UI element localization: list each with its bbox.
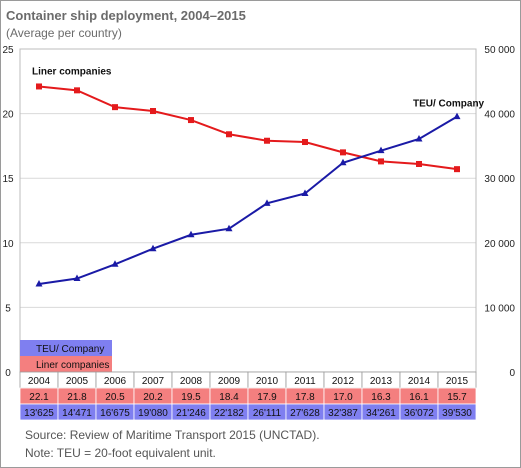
table-teu-value: 14'471 <box>62 408 92 419</box>
table-liner-value: 18.4 <box>219 392 239 403</box>
teu-data-point <box>415 134 423 142</box>
table-year-label: 2005 <box>66 376 89 387</box>
left-tick-label: 20 <box>2 110 14 121</box>
teu-data-point <box>35 279 43 287</box>
table-teu-value: 36'072 <box>404 408 434 419</box>
liner-series-line <box>38 85 458 171</box>
table-year-label: 2006 <box>104 376 127 387</box>
table-liner-value: 22.1 <box>29 392 49 403</box>
liner-data-point <box>416 160 422 167</box>
left-tick-label: 0 <box>5 368 11 379</box>
table-liner-value: 19.5 <box>181 392 201 403</box>
table-teu-value: 13'625 <box>24 408 54 419</box>
legend-liner-swatch <box>20 356 112 372</box>
legend-liner-label: Liner companies <box>36 360 109 371</box>
teu-data-point <box>187 230 195 238</box>
table-teu-value: 26'111 <box>253 408 282 419</box>
table-liner-value: 17.0 <box>333 392 353 403</box>
liner-data-point <box>74 87 80 94</box>
right-tick-label: 20 000 <box>484 239 515 250</box>
table-teu-value: 16'675 <box>100 408 130 419</box>
table-liner-value: 21.8 <box>67 392 87 403</box>
teu-data-point <box>339 158 347 166</box>
table-liner-value: 20.5 <box>105 392 125 403</box>
teu-annotation: TEU/ Company <box>413 99 485 110</box>
teu-data-point <box>453 112 461 120</box>
table-year-label: 2015 <box>446 376 469 387</box>
table-teu-cell <box>437 403 477 421</box>
table-year-label: 2011 <box>294 376 316 387</box>
source-note: Source: Review of Maritime Transport 201… <box>25 428 320 442</box>
teu-data-point <box>225 224 233 232</box>
liner-data-point <box>188 117 194 124</box>
chart-subtitle: (Average per country) <box>6 26 122 40</box>
liner-data-point <box>36 83 42 90</box>
table-teu-value: 32'387 <box>328 408 358 419</box>
table-teu-value: 22'182 <box>214 408 244 419</box>
table-year-label: 2007 <box>142 376 165 387</box>
legend-teu-swatch <box>20 340 112 356</box>
left-tick-label: 25 <box>2 45 14 56</box>
table-teu-value: 34'261 <box>366 408 396 419</box>
table-liner-value: 15.7 <box>447 392 467 403</box>
right-tick-label: 10 000 <box>484 303 515 314</box>
liner-data-point <box>264 137 270 144</box>
table-year-label: 2008 <box>180 376 203 387</box>
plot-area <box>19 48 477 373</box>
liner-data-point <box>226 131 232 138</box>
footnote: Note: TEU = 20-foot equivalent unit. <box>25 446 216 460</box>
liner-data-point <box>150 108 156 115</box>
right-tick-label: 40 000 <box>484 110 515 121</box>
table-year-label: 2014 <box>408 376 431 387</box>
teu-data-point <box>301 189 309 197</box>
right-tick-label: 30 000 <box>484 174 515 185</box>
teu-series-line <box>38 115 458 285</box>
liner-data-point <box>454 166 460 173</box>
liner-data-point <box>302 139 308 146</box>
teu-data-point <box>111 260 119 267</box>
table-teu-value: 39'530 <box>442 408 472 419</box>
table-year-label: 2012 <box>332 376 355 387</box>
teu-data-point <box>263 199 271 206</box>
table-teu-value: 27'628 <box>290 408 320 419</box>
left-tick-label: 10 <box>2 239 14 250</box>
liner-data-point <box>340 149 346 156</box>
table-liner-value: 17.8 <box>295 392 315 403</box>
teu-data-point <box>73 274 81 282</box>
left-tick-label: 5 <box>5 303 11 314</box>
table-liner-value: 16.1 <box>409 392 429 403</box>
table-year-label: 2013 <box>370 376 393 387</box>
table-liner-value: 16.3 <box>371 392 391 403</box>
table-year-label: 2004 <box>28 376 51 387</box>
table-year-label: 2009 <box>218 376 241 387</box>
left-tick-label: 15 <box>2 174 14 185</box>
table-teu-value: 21'246 <box>176 408 206 419</box>
liner-annotation: Liner companies <box>32 66 112 77</box>
table-liner-value: 17.9 <box>257 392 277 403</box>
liner-data-point <box>378 158 384 165</box>
right-tick-label: 50 000 <box>484 45 515 56</box>
table-liner-value: 20.2 <box>143 392 163 403</box>
table-teu-value: 19'080 <box>138 408 168 419</box>
teu-data-point <box>377 146 385 154</box>
teu-data-point <box>149 244 157 252</box>
legend-teu-label: TEU/ Company <box>36 344 104 355</box>
table-year-label: 2010 <box>256 376 279 387</box>
right-tick-label: 0 <box>509 368 515 379</box>
chart-title: Container ship deployment, 2004–2015 <box>6 8 246 23</box>
liner-data-point <box>112 104 118 111</box>
